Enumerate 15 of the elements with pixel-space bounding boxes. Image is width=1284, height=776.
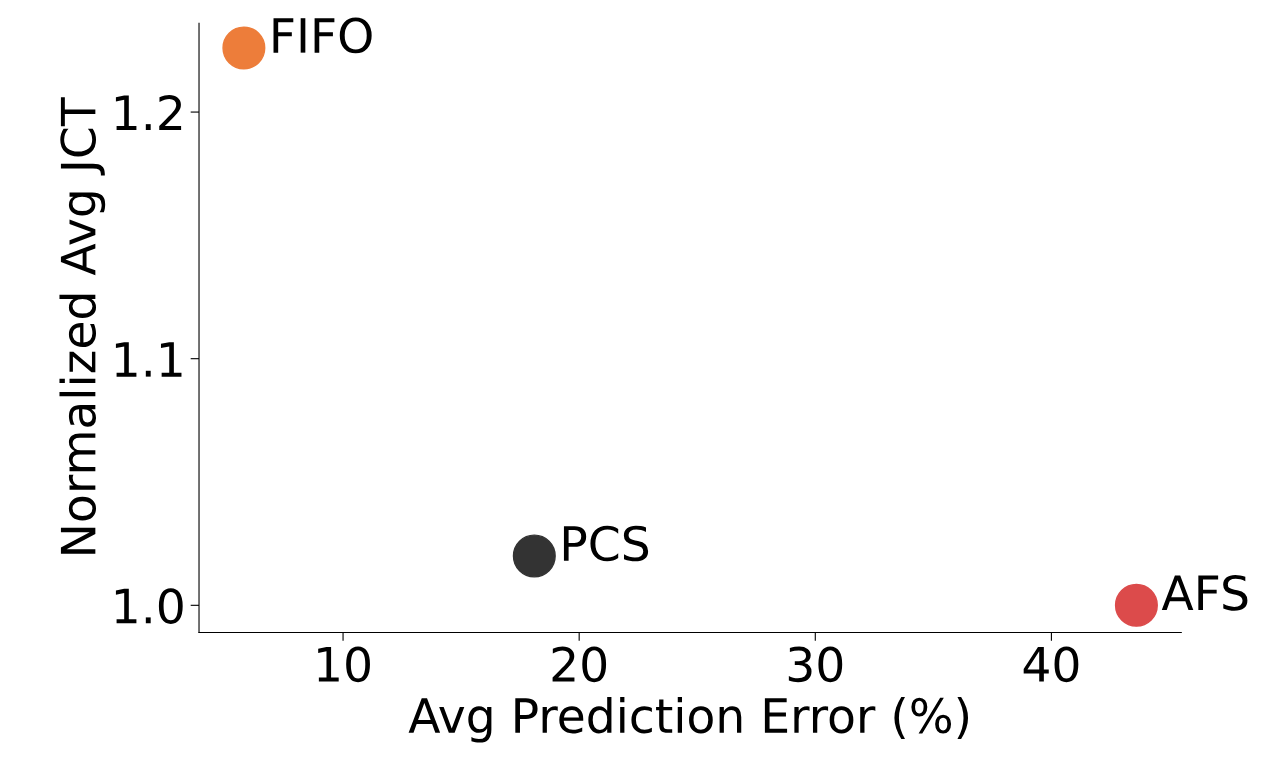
y-tick-label: 1.0 <box>115 588 183 624</box>
y-tick-label: 1.2 <box>115 94 182 131</box>
series-label: PCS <box>563 525 649 562</box>
x-tick-label: 10 <box>318 646 370 683</box>
x-axis-title: Avg Prediction Error (%) <box>408 696 969 743</box>
point <box>512 534 556 578</box>
y-tick-label: 1.1 <box>115 342 182 377</box>
point <box>1114 583 1158 627</box>
point <box>222 26 266 70</box>
series-label: AFS <box>1161 574 1248 611</box>
x-tick-label: 40 <box>1023 646 1079 683</box>
y-axis-title: Normalized Avg JCT <box>59 97 106 554</box>
x-tick-label: 30 <box>788 646 843 683</box>
x-tick-label: 20 <box>552 646 607 683</box>
series-label: FIFO <box>273 17 372 54</box>
